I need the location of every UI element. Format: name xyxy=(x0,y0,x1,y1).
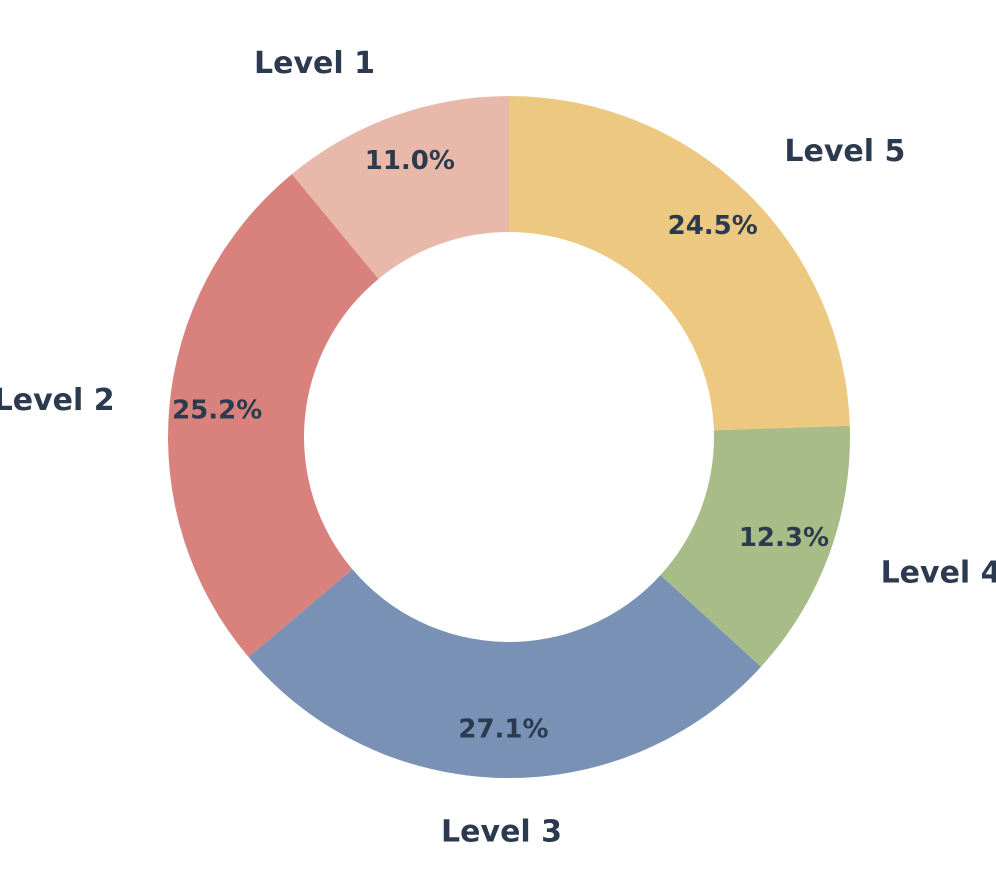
slice-level-4 xyxy=(660,425,851,667)
value-label-level-2: 25.2% xyxy=(172,395,262,425)
slice-level-1 xyxy=(291,96,509,279)
slice-level-3 xyxy=(248,569,762,779)
slice-level-5 xyxy=(509,96,850,431)
slice-level-2 xyxy=(168,174,379,658)
value-label-level-1: 11.0% xyxy=(365,146,455,176)
category-label-level-2: Level 2 xyxy=(0,383,115,418)
category-label-level-3: Level 3 xyxy=(441,814,562,849)
category-label-level-5: Level 5 xyxy=(784,134,905,169)
value-label-level-5: 24.5% xyxy=(668,211,758,241)
category-label-level-1: Level 1 xyxy=(254,46,375,81)
labels-group: Level 1 11.0% Level 2 25.2% Level 3 27.1% Leve… xyxy=(0,46,996,850)
slices-group xyxy=(168,96,851,779)
value-label-level-3: 27.1% xyxy=(458,714,548,744)
category-label-level-4: Level 4 xyxy=(881,555,996,590)
value-label-level-4: 12.3% xyxy=(739,523,829,553)
